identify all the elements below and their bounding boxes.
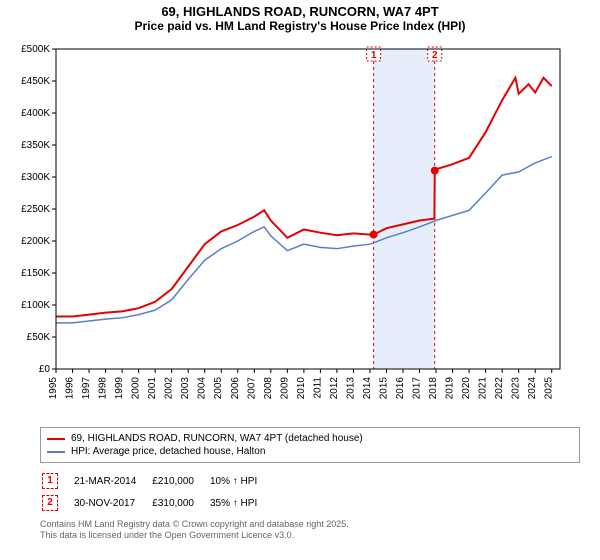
svg-text:£50K: £50K [27, 332, 51, 343]
svg-text:2008: 2008 [263, 377, 274, 400]
svg-text:2002: 2002 [164, 377, 175, 400]
svg-text:2019: 2019 [445, 377, 456, 400]
svg-text:2024: 2024 [527, 377, 538, 400]
sale-date: 21-MAR-2014 [74, 471, 150, 491]
svg-text:£400K: £400K [21, 108, 50, 119]
svg-text:2022: 2022 [494, 377, 505, 400]
svg-text:2012: 2012 [329, 377, 340, 400]
svg-text:1995: 1995 [48, 377, 59, 400]
sale-date: 30-NOV-2017 [74, 493, 150, 513]
svg-text:2004: 2004 [197, 377, 208, 400]
svg-text:2011: 2011 [312, 377, 323, 399]
svg-text:2016: 2016 [395, 377, 406, 400]
footer-note: Contains HM Land Registry data © Crown c… [40, 519, 580, 542]
legend-box: 69, HIGHLANDS ROAD, RUNCORN, WA7 4PT (de… [40, 427, 580, 463]
svg-text:£250K: £250K [21, 204, 50, 215]
title-main: 69, HIGHLANDS ROAD, RUNCORN, WA7 4PT [0, 4, 600, 19]
svg-text:£0: £0 [39, 364, 51, 375]
svg-text:1999: 1999 [114, 377, 125, 400]
svg-text:2020: 2020 [461, 377, 472, 400]
svg-text:2015: 2015 [378, 377, 389, 400]
legend-swatch [47, 438, 65, 440]
svg-text:£300K: £300K [21, 172, 50, 183]
svg-text:£100K: £100K [21, 300, 50, 311]
legend-label: 69, HIGHLANDS ROAD, RUNCORN, WA7 4PT (de… [71, 433, 363, 444]
sale-marker: 2 [42, 495, 58, 511]
sale-marker: 1 [42, 473, 58, 489]
chart-titles: 69, HIGHLANDS ROAD, RUNCORN, WA7 4PT Pri… [0, 0, 600, 33]
table-row: 1 21-MAR-2014£210,00010% ↑ HPI [42, 471, 271, 491]
svg-text:2018: 2018 [428, 377, 439, 400]
svg-text:2010: 2010 [296, 377, 307, 400]
svg-text:£150K: £150K [21, 268, 50, 279]
legend-area: 69, HIGHLANDS ROAD, RUNCORN, WA7 4PT (de… [40, 427, 580, 542]
svg-text:2001: 2001 [147, 377, 158, 400]
table-row: 2 30-NOV-2017£310,00035% ↑ HPI [42, 493, 271, 513]
sale-price: £210,000 [152, 471, 208, 491]
svg-text:2006: 2006 [230, 377, 241, 400]
sale-price: £310,000 [152, 493, 208, 513]
svg-text:2: 2 [432, 50, 438, 61]
svg-text:2000: 2000 [131, 377, 142, 400]
svg-text:2009: 2009 [279, 377, 290, 400]
svg-text:2013: 2013 [345, 377, 356, 400]
sale-delta: 35% ↑ HPI [210, 493, 271, 513]
svg-text:1996: 1996 [65, 377, 76, 400]
legend-label: HPI: Average price, detached house, Halt… [71, 446, 265, 457]
legend-row: HPI: Average price, detached house, Halt… [47, 445, 573, 458]
svg-text:2007: 2007 [246, 377, 257, 400]
svg-text:2025: 2025 [544, 377, 555, 400]
svg-text:1997: 1997 [81, 377, 92, 400]
svg-text:£350K: £350K [21, 140, 50, 151]
chart-svg: £0 £50K £100K £150K £200K £250K £300K £350K £400… [10, 39, 570, 419]
svg-text:£500K: £500K [21, 44, 50, 55]
chart-area: £0 £50K £100K £150K £200K £250K £300K £350K £400… [10, 39, 570, 419]
svg-text:2003: 2003 [180, 377, 191, 400]
svg-text:2023: 2023 [511, 377, 522, 400]
legend-swatch [47, 451, 65, 453]
legend-row: 69, HIGHLANDS ROAD, RUNCORN, WA7 4PT (de… [47, 432, 573, 445]
svg-text:2021: 2021 [478, 377, 489, 400]
sale-delta: 10% ↑ HPI [210, 471, 271, 491]
title-sub: Price paid vs. HM Land Registry's House … [0, 19, 600, 33]
svg-text:£450K: £450K [21, 76, 50, 87]
footer-line-2: This data is licensed under the Open Gov… [40, 530, 294, 540]
svg-text:1: 1 [371, 50, 377, 61]
sales-table: 1 21-MAR-2014£210,00010% ↑ HPI 2 30-NOV-201… [40, 469, 273, 515]
svg-text:2017: 2017 [412, 377, 423, 400]
svg-text:£200K: £200K [21, 236, 50, 247]
footer-line-1: Contains HM Land Registry data © Crown c… [40, 519, 349, 529]
svg-text:1998: 1998 [98, 377, 109, 400]
svg-text:2014: 2014 [362, 377, 373, 400]
svg-text:2005: 2005 [213, 377, 224, 400]
